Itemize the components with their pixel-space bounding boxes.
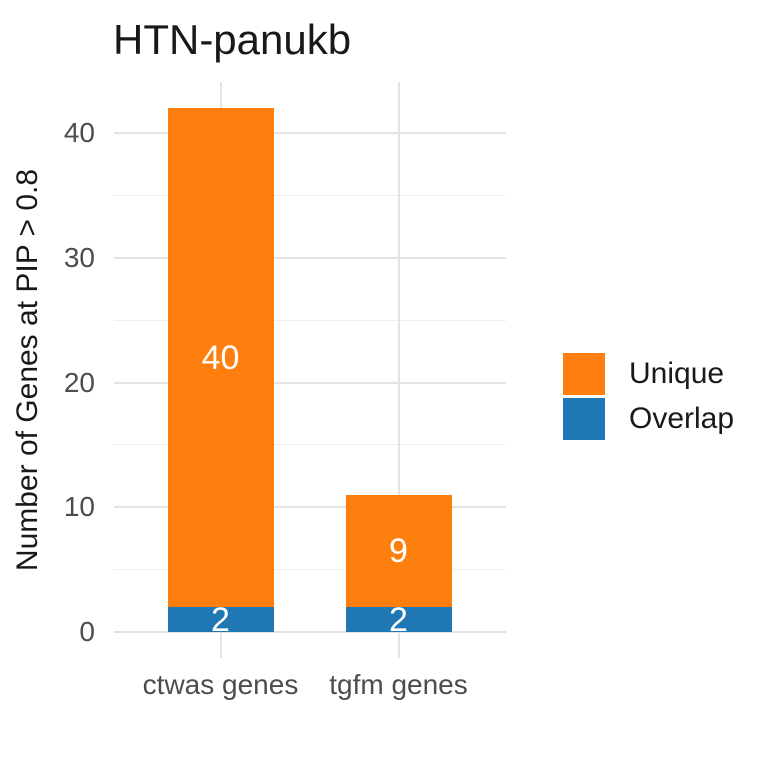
y-tick-label-0: 0: [79, 616, 95, 647]
legend: Unique Overlap: [563, 353, 734, 443]
bar-segment-overlap-1: [167, 607, 274, 632]
bar-segment-unique-1: [167, 108, 274, 608]
gridline-major-y20: [114, 381, 506, 384]
plot-panel: 2 40 2 9: [114, 82, 506, 658]
legend-label-overlap: Overlap: [629, 402, 735, 435]
gridline-vertical-2: [397, 82, 400, 658]
gridline-major-y40: [114, 132, 506, 134]
bar-segment-unique-2: [345, 494, 452, 608]
bar-value-label-overlap-1: 2: [211, 600, 230, 639]
y-tick-label-10: 10: [63, 491, 95, 523]
gridline-minor-y5: [114, 569, 506, 571]
bar-segment-overlap-2: [345, 607, 452, 632]
x-tick-label-1: ctwas genes: [142, 669, 299, 700]
y-tick-label-20: 20: [63, 366, 95, 398]
legend-label-unique: Unique: [629, 357, 725, 390]
bar-value-label-unique-2: 9: [389, 531, 408, 570]
y-tick-label-40: 40: [63, 117, 95, 148]
bar-value-label-unique-1: 40: [201, 338, 240, 377]
bar-value-label-overlap-2: 2: [389, 600, 408, 639]
legend-item-unique: Unique: [563, 353, 734, 395]
gridline-major-y10: [114, 506, 506, 509]
legend-swatch-overlap: [563, 398, 605, 440]
gridline-minor-y25: [114, 319, 506, 321]
gridline-major-y0: [114, 631, 506, 633]
x-tick-label-2: tgfm genes: [329, 669, 468, 700]
chart-title: HTN-panukb: [113, 16, 352, 63]
gridline-minor-y15: [114, 444, 506, 446]
legend-swatch-unique: [563, 353, 605, 395]
gridline-minor-y35: [114, 194, 506, 196]
legend-item-overlap: Overlap: [563, 398, 734, 440]
gridline-major-y30: [114, 256, 506, 259]
y-tick-label-30: 30: [63, 241, 95, 273]
